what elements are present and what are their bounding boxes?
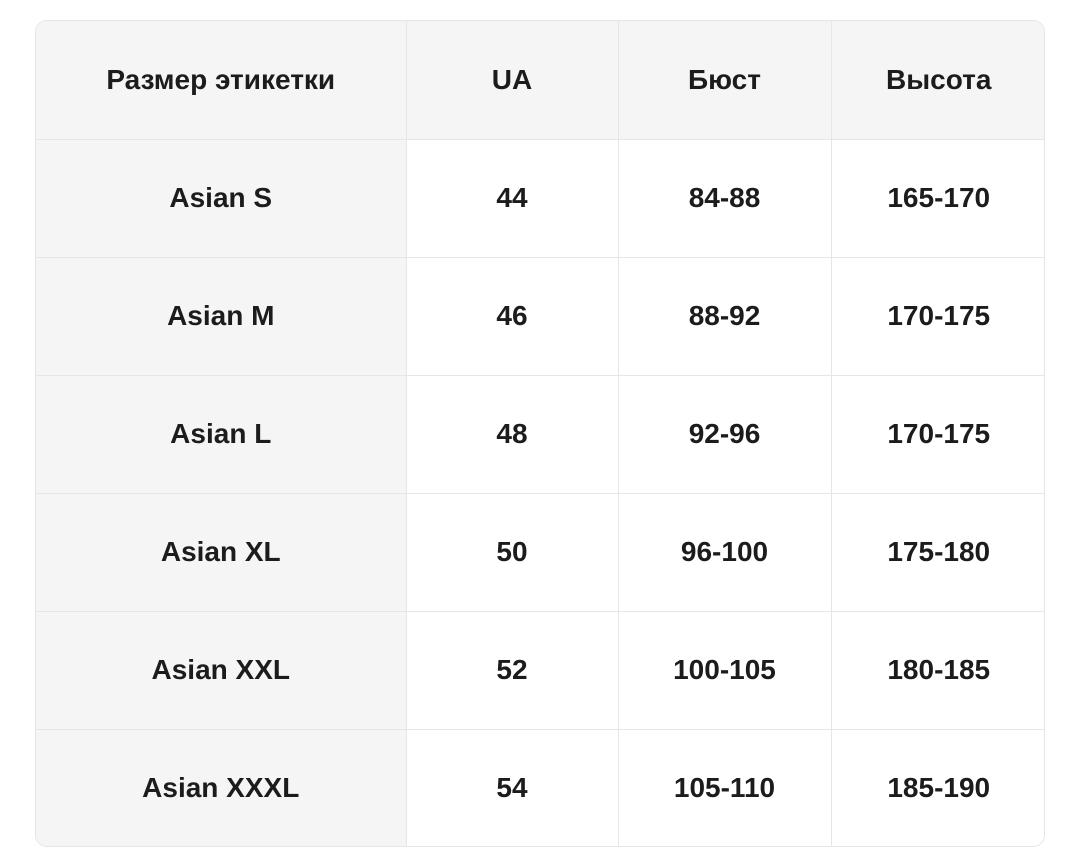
size-table-body: Asian S 44 84-88 165-170 Asian M 46 88-92 170-1… <box>36 139 1044 846</box>
size-label-cell: Asian XL <box>36 493 406 612</box>
header-height: Высота <box>830 21 1044 140</box>
value-cell: 88-92 <box>617 257 831 376</box>
value-cell: 52 <box>405 611 618 730</box>
value-cell: 54 <box>405 729 618 846</box>
table-row: Asian M 46 88-92 170-175 <box>36 257 1044 376</box>
size-label-cell: Asian XXL <box>36 611 406 730</box>
value-cell: 170-175 <box>830 375 1044 494</box>
value-cell: 48 <box>405 375 618 494</box>
table-row: Asian L 48 92-96 170-175 <box>36 375 1044 494</box>
header-ua: UA <box>405 21 618 140</box>
value-cell: 100-105 <box>617 611 831 730</box>
table-row: Asian XL 50 96-100 175-180 <box>36 493 1044 612</box>
value-cell: 180-185 <box>830 611 1044 730</box>
value-cell: 92-96 <box>617 375 831 494</box>
size-label-cell: Asian S <box>36 139 406 258</box>
header-size-label: Размер этикетки <box>36 21 406 140</box>
size-label-cell: Asian XXXL <box>36 729 406 846</box>
value-cell: 105-110 <box>617 729 831 846</box>
table-row: Asian S 44 84-88 165-170 <box>36 139 1044 258</box>
value-cell: 84-88 <box>617 139 831 258</box>
value-cell: 44 <box>405 139 618 258</box>
value-cell: 46 <box>405 257 618 376</box>
size-chart-table: Размер этикетки UA Бюст Высота Asian S 44… <box>36 21 1044 846</box>
value-cell: 165-170 <box>830 139 1044 258</box>
header-bust: Бюст <box>617 21 831 140</box>
size-label-cell: Asian L <box>36 375 406 494</box>
size-chart-card: Размер этикетки UA Бюст Высота Asian S 44… <box>35 20 1045 847</box>
table-row: Asian XXL 52 100-105 180-185 <box>36 611 1044 730</box>
size-label-cell: Asian M <box>36 257 406 376</box>
table-row: Asian XXXL 54 105-110 185-190 <box>36 729 1044 846</box>
value-cell: 96-100 <box>617 493 831 612</box>
value-cell: 185-190 <box>830 729 1044 846</box>
value-cell: 170-175 <box>830 257 1044 376</box>
value-cell: 50 <box>405 493 618 612</box>
value-cell: 175-180 <box>830 493 1044 612</box>
size-table-header: Размер этикетки UA Бюст Высота <box>36 21 1044 140</box>
header-row: Размер этикетки UA Бюст Высота <box>36 21 1044 140</box>
